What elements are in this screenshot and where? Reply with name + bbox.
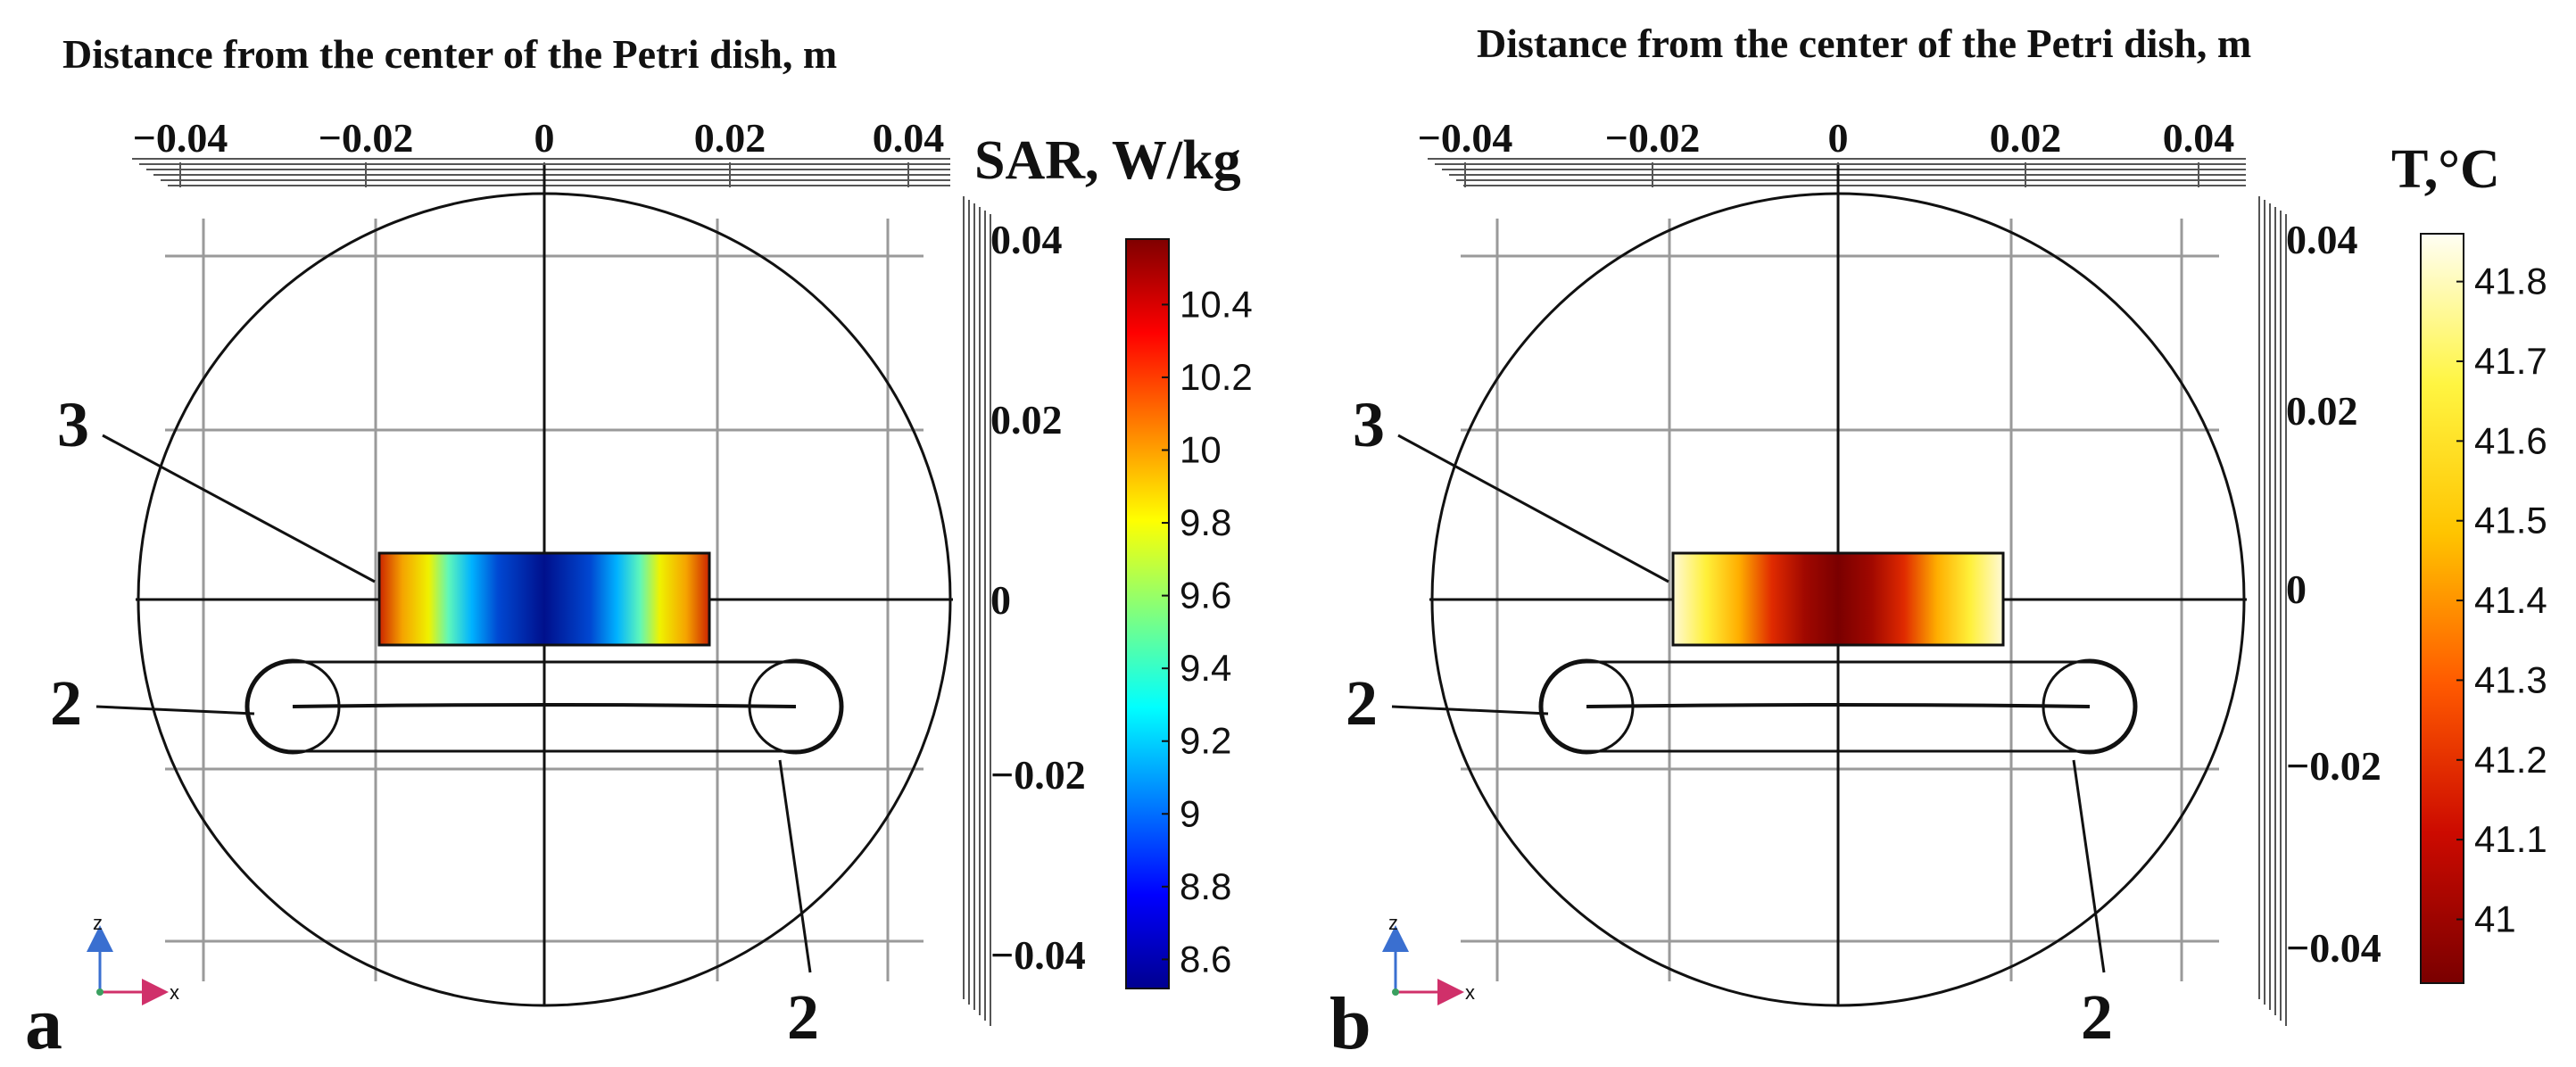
z-tick-label: −0.04 [990, 932, 1086, 978]
sample-field-map [1671, 551, 2005, 647]
z-tick-label: 0.04 [2286, 217, 2358, 262]
colorbar-tick-label: 41.2 [2474, 739, 2547, 781]
petri-dish-outline [137, 192, 952, 1007]
colorbar-tick-label: 9.2 [1180, 720, 1231, 762]
triad-x-label: x [1465, 981, 1475, 1004]
z-tick-label: −0.02 [2286, 743, 2381, 789]
triad-origin [96, 988, 104, 996]
z-tick-label: 0 [2286, 567, 2307, 612]
callout-leader [2072, 759, 2106, 973]
x-tick-label: 0.02 [1990, 115, 2062, 161]
callout-leader [95, 705, 255, 715]
x-tick-label: 0 [1828, 115, 1849, 161]
panel-label: a [25, 982, 62, 1065]
z-tick-label: −0.04 [2286, 925, 2381, 971]
colorbar-tick-label: 9.8 [1180, 501, 1231, 543]
z-tick-label: −0.02 [990, 752, 1086, 798]
x-tick-label: −0.02 [1605, 115, 1701, 161]
colorbar [1125, 238, 1170, 989]
colorbar-tick-label: 10.2 [1180, 356, 1253, 398]
colorbar-tick-label: 41.3 [2474, 658, 2547, 700]
triad-z-label: z [1388, 912, 1398, 934]
colorbar-tick-label: 41.5 [2474, 500, 2547, 542]
colorbar-tick-label: 9.4 [1180, 647, 1231, 689]
panel-label: b [1329, 982, 1371, 1065]
colorbar-tick-label: 10 [1180, 429, 1222, 471]
colorbar-tick-label: 9 [1180, 792, 1200, 834]
x-tick-label: 0.04 [2163, 115, 2235, 161]
x-tick-label: −0.02 [319, 115, 414, 161]
callout-leader [778, 759, 812, 973]
x-tick-label: −0.04 [1418, 115, 1513, 161]
callout-label-2: 2 [50, 667, 82, 739]
z-tick-label: 0.02 [990, 397, 1063, 443]
x-tick-label: −0.04 [133, 115, 228, 161]
colorbar-title: SAR, W/kg [974, 130, 1241, 191]
panel-a: Distance from the center of the Petri di… [25, 31, 1253, 1065]
x-tick-label: 0.02 [694, 115, 766, 161]
callout-leader [102, 434, 376, 583]
callout-leader [1391, 705, 1549, 715]
x-tick-label: 0.04 [873, 115, 945, 161]
callout-leader [1397, 434, 1669, 583]
z-tick-label: 0 [990, 577, 1011, 623]
z-tick-label: 0.02 [2286, 388, 2358, 434]
callout-label-2: 2 [787, 981, 819, 1053]
x-tick-label: 0 [534, 115, 555, 161]
triad-z-label: z [93, 912, 103, 934]
top-axis-title: Distance from the center of the Petri di… [1477, 21, 2251, 66]
petri-dish-outline [1430, 192, 2246, 1007]
electrode-outline [246, 660, 842, 753]
colorbar-title: T,°C [2391, 139, 2500, 200]
sample-field-map [377, 551, 711, 647]
colorbar-tick-label: 41.4 [2474, 579, 2547, 621]
colorbar-tick-label: 41 [2474, 898, 2516, 940]
panel-b: Distance from the center of the Petri di… [1329, 21, 2547, 1065]
electrode-wire [1586, 703, 2091, 708]
colorbar [2420, 233, 2464, 984]
colorbar-tick-label: 8.8 [1180, 865, 1231, 907]
colorbar-tick-label: 41.7 [2474, 340, 2547, 382]
top-axis-title: Distance from the center of the Petri di… [62, 31, 837, 77]
electrode-wire [292, 703, 797, 708]
triad-origin [1392, 988, 1399, 996]
colorbar-tick-label: 41.1 [2474, 818, 2547, 860]
z-tick-label: 0.04 [990, 217, 1063, 262]
colorbar-tick-label: 9.6 [1180, 575, 1231, 616]
callout-label-3: 3 [57, 389, 89, 460]
triad-x-label: x [170, 981, 179, 1004]
callout-label-3: 3 [1353, 389, 1385, 460]
colorbar-tick-label: 41.8 [2474, 261, 2547, 302]
callout-label-2: 2 [1346, 667, 1378, 739]
callout-label-2: 2 [2081, 981, 2113, 1053]
colorbar-tick-label: 8.6 [1180, 938, 1231, 980]
colorbar-tick-label: 10.4 [1180, 283, 1253, 325]
colorbar-tick-label: 41.6 [2474, 419, 2547, 461]
electrode-outline [1540, 660, 2136, 753]
